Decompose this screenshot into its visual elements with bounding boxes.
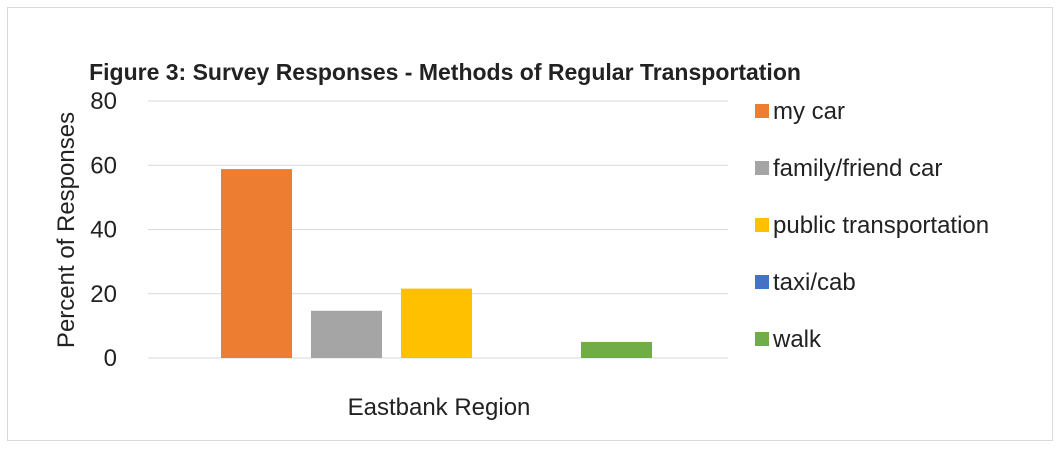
legend-swatch-public-transportation — [755, 218, 769, 232]
legend-label-my-car: my car — [773, 98, 845, 125]
legend-swatch-taxi-cab — [755, 275, 769, 289]
legend-label-taxi-cab: taxi/cab — [773, 269, 856, 296]
legend-label-public-transportation: public transportation — [773, 212, 989, 239]
legend-swatch-my-car — [755, 104, 769, 118]
y-tick-label: 0 — [104, 345, 117, 372]
bar-walk — [581, 341, 652, 358]
legend: my car family/friend car public transporta… — [755, 98, 989, 353]
bar-my-car — [221, 169, 292, 358]
chart-title: Figure 3: Survey Responses - Methods of … — [89, 59, 801, 85]
y-axis-label: Percent of Responses — [53, 112, 80, 348]
legend-swatch-walk — [755, 332, 769, 346]
y-tick-label: 20 — [90, 281, 117, 308]
legend-swatch-family-friend-car — [755, 161, 769, 175]
y-tick-label: 80 — [90, 88, 117, 115]
legend-label-walk: walk — [772, 326, 822, 353]
bar-public-transportation — [401, 288, 472, 358]
legend-label-family-friend-car: family/friend car — [773, 155, 942, 182]
bar-family-friend-car — [311, 310, 382, 358]
chart-frame — [7, 7, 1053, 441]
y-tick-label: 60 — [90, 152, 117, 179]
y-axis-ticks: 0 20 40 60 80 — [90, 88, 117, 372]
y-tick-label: 40 — [90, 217, 117, 244]
bars — [221, 169, 652, 358]
x-axis-label: Eastbank Region — [348, 394, 531, 421]
